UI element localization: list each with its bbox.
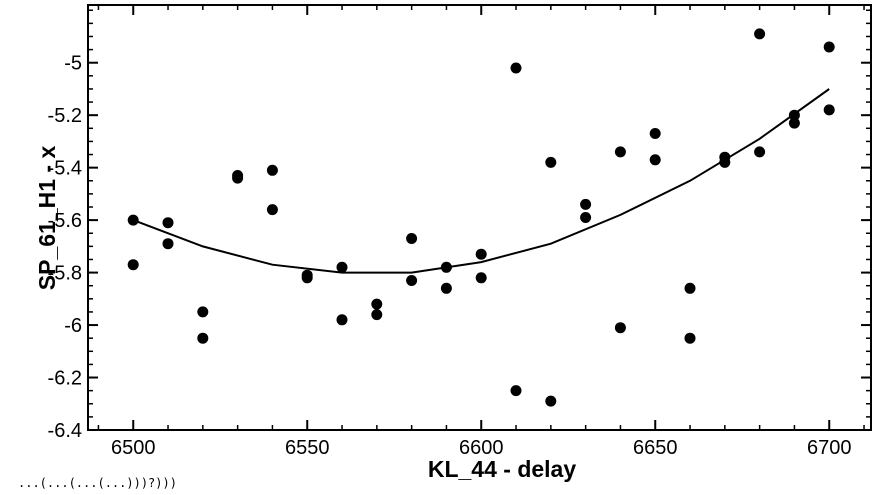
- data-point: [545, 156, 557, 168]
- data-point: [788, 117, 800, 129]
- data-point: [684, 332, 696, 344]
- data-point: [406, 233, 418, 244]
- data-point: [475, 248, 487, 260]
- data-point: [127, 259, 139, 271]
- data-point: [649, 128, 661, 139]
- data-point: [614, 322, 626, 334]
- data-point: [406, 275, 418, 286]
- footer-text: ...(...(...(...)))?))): [18, 476, 177, 490]
- y-tick-label: -6: [64, 315, 82, 337]
- x-tick-label: 6600: [459, 437, 504, 459]
- fit-curve-group: [132, 88, 830, 274]
- x-tick-label: 6500: [111, 437, 156, 459]
- y-axis-label: SP_61_H1 - x: [34, 146, 60, 291]
- y-tick-label: -6.4: [48, 420, 82, 442]
- x-axis-ticks: 6500 6550 6600 6650 6700: [97, 5, 865, 459]
- data-point: [823, 41, 835, 53]
- data-point: [510, 385, 522, 397]
- y-tick-label: -5.2: [48, 105, 82, 127]
- data-point: [719, 156, 731, 168]
- y-tick-label: -5: [64, 53, 82, 75]
- data-point: [545, 395, 557, 407]
- data-point: [197, 332, 209, 344]
- plot-border: [87, 4, 872, 431]
- y-tick-label: -5.8: [48, 263, 82, 285]
- y-tick-label: -5.6: [48, 210, 82, 232]
- data-point: [127, 214, 139, 226]
- fit-curve-line: [132, 88, 830, 274]
- data-point: [823, 104, 835, 116]
- x-tick-label: 6700: [807, 437, 852, 459]
- data-point: [371, 309, 383, 321]
- y-tick-label: -5.4: [48, 158, 82, 180]
- data-point: [580, 198, 592, 210]
- y-tick-label: -6.2: [48, 368, 82, 390]
- data-point: [162, 238, 174, 250]
- data-point: [232, 172, 244, 184]
- x-axis-label: KL_44 - delay: [428, 456, 576, 482]
- data-point: [754, 146, 766, 158]
- x-tick-label: 6550: [285, 437, 330, 459]
- data-point: [266, 164, 278, 176]
- data-point: [788, 109, 800, 121]
- data-point: [684, 282, 696, 294]
- data-point: [440, 261, 452, 273]
- data-point: [266, 204, 278, 216]
- data-point: [197, 306, 209, 318]
- data-point: [162, 217, 174, 229]
- data-point: [754, 28, 766, 40]
- data-point: [614, 146, 626, 158]
- data-point: [336, 261, 348, 273]
- data-point: [510, 62, 522, 74]
- data-point: [580, 212, 592, 223]
- data-points: [127, 28, 835, 407]
- x-tick-label: 6650: [633, 437, 678, 459]
- data-point: [371, 298, 383, 310]
- data-point: [440, 282, 452, 294]
- data-point: [336, 314, 348, 326]
- plot-frame: [87, 4, 872, 431]
- y-axis-ticks: -6.4 -6.2 -6 -5.8 -5.6 -5.4 -5.2 -5: [48, 9, 871, 442]
- data-point: [301, 272, 313, 284]
- data-point: [475, 272, 487, 284]
- data-point: [649, 154, 661, 166]
